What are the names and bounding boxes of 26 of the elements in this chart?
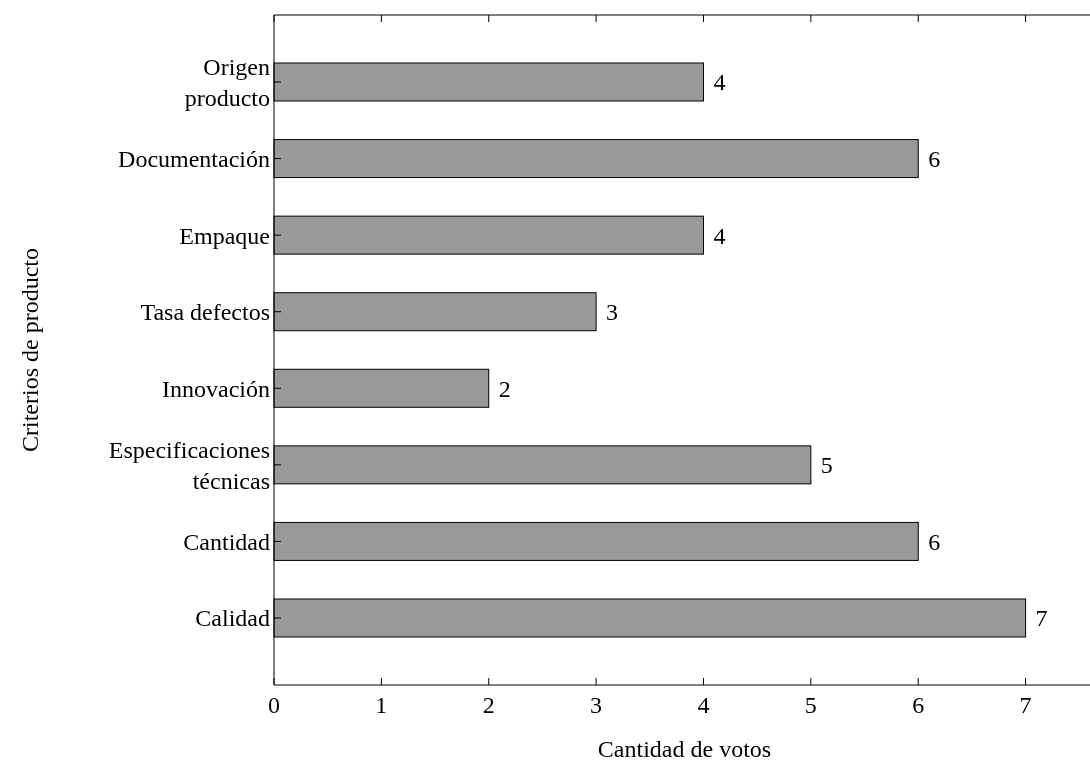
- x-tick-label: 3: [590, 692, 603, 718]
- x-tick-label: 4: [697, 692, 710, 718]
- y-tick-label: Tasa defectos: [140, 299, 270, 326]
- y-tick-label: Innovación: [162, 375, 270, 402]
- y-tick-label: Cantidad: [183, 528, 270, 555]
- x-tick-label: 7: [1019, 692, 1032, 718]
- y-tick-label: Empaque: [179, 222, 270, 249]
- x-tick-label: 6: [912, 692, 925, 718]
- x-tick-label: 5: [804, 692, 817, 718]
- data-label: 3: [606, 299, 619, 326]
- y-tick-label: Especificaciones técnicas: [108, 436, 270, 494]
- y-tick-label: Calidad: [195, 605, 270, 632]
- x-tick-label: 0: [268, 692, 280, 718]
- data-label: 2: [498, 375, 511, 402]
- x-tick-label: 2: [482, 692, 495, 718]
- x-tick-label: 1: [375, 692, 388, 718]
- data-label: 5: [820, 452, 833, 479]
- data-label: 7: [1035, 605, 1048, 632]
- data-label: 4: [713, 222, 726, 249]
- data-label: 6: [928, 528, 941, 555]
- y-axis-title: Criterios de producto: [17, 248, 43, 452]
- y-tick-label: Documentación: [118, 145, 270, 172]
- data-label: 6: [928, 145, 941, 172]
- y-tick-label: Origen producto: [184, 53, 270, 111]
- x-axis-title: Cantidad de votos: [597, 736, 772, 762]
- data-label: 4: [713, 69, 726, 96]
